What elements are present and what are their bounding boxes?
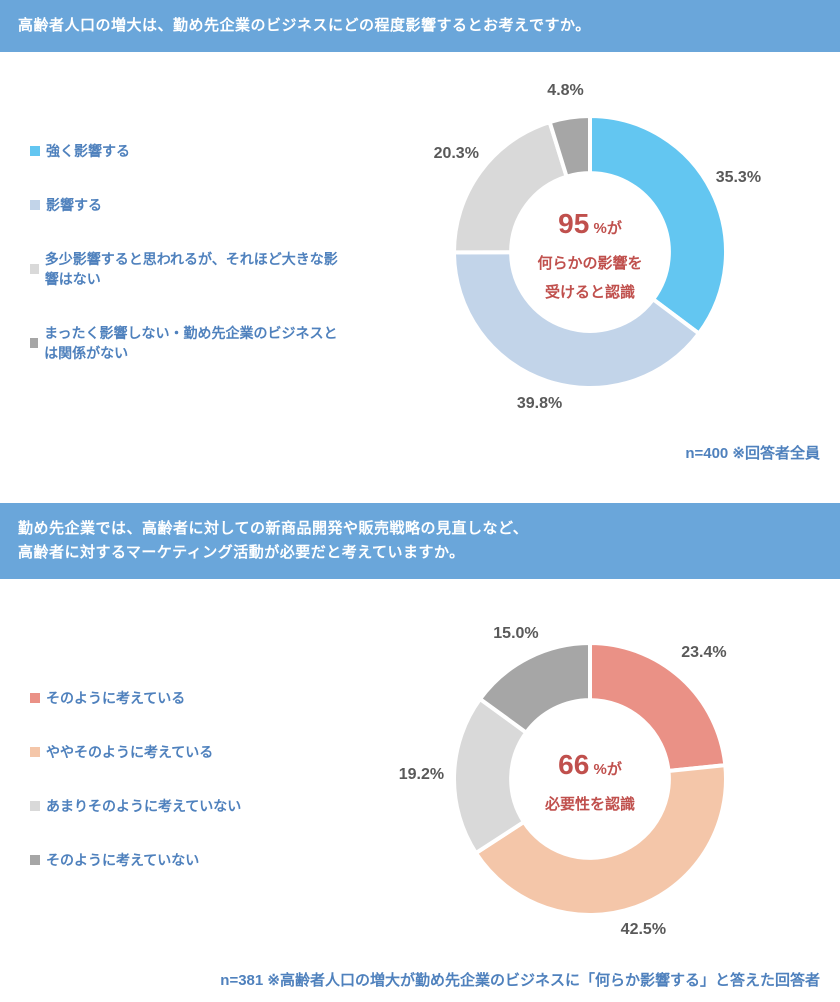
legend-item: ややそのように考えている: [30, 742, 350, 762]
donut-center-text: 66 %が必要性を認識: [545, 738, 635, 820]
survey-card-1: 勤め先企業では、高齢者に対しての新商品開発や販売戦略の見直しなど、 高齢者に対す…: [0, 503, 840, 1002]
center-big-number: 95: [558, 208, 589, 239]
center-line: 必要性を認識: [545, 791, 635, 820]
slice-label: 19.2%: [399, 766, 444, 784]
center-line: 何らかの影響を: [537, 250, 642, 279]
legend-item: あまりそのように考えていない: [30, 796, 350, 816]
legend: そのように考えているややそのように考えているあまりそのように考えていないそのよう…: [10, 688, 350, 870]
donut-wrap: 23.4%42.5%19.2%15.0%66 %が必要性を認識: [420, 609, 760, 949]
donut-wrap: 35.3% 39.8% 20.3% 4.8% 95 %が何らかの影響を受けると認識: [420, 82, 760, 422]
card-body: 強く影響する影響する多少影響すると思われるが、それほど大きな影響はないまったく影…: [0, 52, 840, 442]
donut-center-text: 95 %が何らかの影響を受けると認識: [537, 197, 642, 307]
legend-label: あまりそのように考えていない: [46, 796, 241, 816]
slice-label: 35.3%: [716, 169, 761, 187]
legend-swatch: [30, 146, 40, 156]
spacer: [0, 475, 840, 503]
legend-label: そのように考えている: [46, 688, 185, 708]
legend-label: 多少影響すると思われるが、それほど大きな影響はない: [45, 249, 350, 289]
card-header: 高齢者人口の増大は、勤め先企業のビジネスにどの程度影響するとお考えですか。: [0, 0, 840, 52]
legend-item: まったく影響しない・勤め先企業のビジネスとは関係がない: [30, 323, 350, 363]
center-pct-suffix: %が: [589, 220, 622, 237]
legend-item: 多少影響すると思われるが、それほど大きな影響はない: [30, 249, 350, 289]
slice-label: 39.8%: [517, 395, 562, 413]
sample-size-note: n=400 ※回答者全員: [0, 442, 840, 475]
survey-card-0: 高齢者人口の増大は、勤め先企業のビジネスにどの程度影響するとお考えですか。強く影…: [0, 0, 840, 475]
donut-chart: 23.4% 42.5% 19.2% 15.0% 66 %が必要性を認識: [350, 599, 830, 959]
slice-label: 15.0%: [493, 625, 538, 643]
legend-swatch: [30, 801, 40, 811]
legend-swatch: [30, 747, 40, 757]
legend-item: 強く影響する: [30, 141, 350, 161]
legend-label: 影響する: [46, 195, 102, 215]
legend-item: 影響する: [30, 195, 350, 215]
legend-swatch: [30, 338, 38, 348]
donut-chart: 35.3% 39.8% 20.3% 4.8% 95 %が何らかの影響を受けると認識: [350, 72, 830, 432]
legend: 強く影響する影響する多少影響すると思われるが、それほど大きな影響はないまったく影…: [10, 141, 350, 363]
center-big-number: 66: [558, 749, 589, 780]
card-body: そのように考えているややそのように考えているあまりそのように考えていないそのよう…: [0, 579, 840, 969]
legend-swatch: [30, 200, 40, 210]
legend-label: まったく影響しない・勤め先企業のビジネスとは関係がない: [44, 323, 350, 363]
sample-size-note: n=381 ※高齢者人口の増大が勤め先企業のビジネスに「何らか影響する」と答えた…: [0, 969, 840, 1002]
legend-item: そのように考えている: [30, 688, 350, 708]
legend-swatch: [30, 855, 40, 865]
slice-label: 42.5%: [621, 921, 666, 939]
center-line: 受けると認識: [537, 279, 642, 308]
slice-label: 4.8%: [547, 82, 583, 100]
legend-item: そのように考えていない: [30, 850, 350, 870]
legend-label: そのように考えていない: [46, 850, 199, 870]
legend-swatch: [30, 693, 40, 703]
slice-label: 23.4%: [681, 644, 726, 662]
legend-label: ややそのように考えている: [46, 742, 213, 762]
legend-swatch: [30, 264, 39, 274]
card-header: 勤め先企業では、高齢者に対しての新商品開発や販売戦略の見直しなど、 高齢者に対す…: [0, 503, 840, 579]
center-pct-suffix: %が: [589, 761, 622, 778]
slice-label: 20.3%: [434, 145, 479, 163]
legend-label: 強く影響する: [46, 141, 130, 161]
